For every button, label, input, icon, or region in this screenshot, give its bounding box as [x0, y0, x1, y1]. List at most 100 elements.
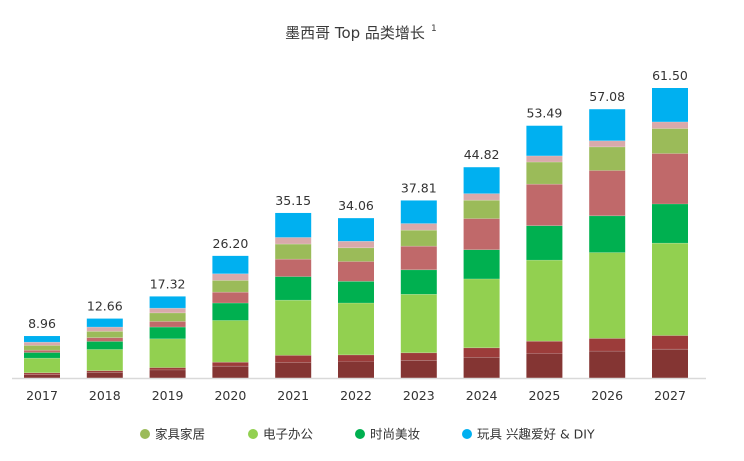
bar-segment-2027-2: [652, 243, 688, 336]
bar-segment-2019-2: [149, 338, 186, 368]
bar-segment-2018-0: [86, 372, 123, 378]
bar-segment-2022-1: [338, 354, 374, 362]
bar-segment-2025-3: [526, 225, 563, 261]
bar-segment-2020-0: [212, 366, 249, 378]
bar-segment-2021-1: [275, 355, 312, 363]
bar-segment-2021-3: [275, 276, 312, 301]
legend-label: 家具家居: [155, 427, 205, 442]
bar-segment-2019-0: [149, 369, 186, 378]
chart-title: 墨西哥 Top 品类增长: [285, 24, 425, 42]
legend-marker-icon: [140, 429, 150, 439]
bar-segment-2026-5: [589, 146, 626, 171]
bar-segment-2024-2: [463, 278, 500, 348]
bar-segment-2020-4: [212, 292, 249, 304]
bar-segment-2022-2: [338, 303, 374, 355]
bar-segment-2022-0: [338, 361, 374, 378]
bar-segment-2021-4: [275, 259, 312, 277]
legend-marker-icon: [248, 429, 258, 439]
x-tick-label-2027: 2027: [654, 388, 686, 403]
bar-segment-2020-7: [212, 255, 249, 274]
bar-segment-2025-1: [526, 341, 563, 354]
bar-segment-2023-4: [400, 246, 437, 270]
total-label-2017: 8.96: [28, 316, 56, 331]
bar-segment-2027-6: [652, 121, 688, 129]
bar-segment-2025-5: [526, 162, 563, 185]
bar-segment-2026-6: [589, 140, 626, 147]
bar-segment-2022-5: [338, 247, 374, 262]
bar-segment-2018-1: [86, 370, 123, 373]
bar-segment-2020-6: [212, 273, 249, 281]
x-tick-label-2020: 2020: [214, 388, 246, 403]
total-label-2027: 61.50: [652, 68, 688, 83]
bar-segment-2026-3: [589, 215, 626, 253]
bar-segment-2018-6: [86, 327, 123, 332]
bar-segment-2022-7: [338, 218, 374, 242]
x-tick-label-2022: 2022: [340, 388, 372, 403]
legend-marker-icon: [355, 429, 365, 439]
x-tick-label-2018: 2018: [89, 388, 121, 403]
total-label-2018: 12.66: [87, 299, 123, 314]
bar-segment-2017-1: [24, 372, 60, 375]
bar-segment-2018-2: [86, 349, 123, 371]
bar-segment-2020-3: [212, 303, 249, 321]
bar-segment-2023-6: [400, 223, 437, 231]
total-label-2019: 17.32: [150, 276, 186, 291]
bar-segment-2020-1: [212, 362, 249, 367]
x-tick-label-2019: 2019: [152, 388, 184, 403]
bar-segment-2017-5: [24, 345, 60, 351]
legend-item: 玩具 兴趣爱好 & DIY: [462, 427, 595, 442]
total-label-2020: 26.20: [213, 236, 249, 251]
bar-segment-2026-1: [589, 338, 626, 352]
bar-segment-2021-6: [275, 237, 312, 245]
bar-segment-2024-0: [463, 357, 500, 378]
bar-segment-2019-6: [149, 308, 186, 313]
bar-segment-2022-4: [338, 261, 374, 282]
bar-segment-2019-7: [149, 296, 186, 309]
bar-segment-2017-0: [24, 374, 60, 378]
bar-segment-2024-5: [463, 200, 500, 219]
bar-segment-2026-0: [589, 351, 626, 378]
total-label-2025: 53.49: [527, 106, 563, 121]
bar-segment-2027-5: [652, 128, 688, 154]
total-label-2021: 35.15: [275, 193, 311, 208]
bar-segment-2018-7: [86, 318, 123, 328]
bar-segment-2027-7: [652, 88, 688, 122]
bar-segment-2026-7: [589, 109, 626, 141]
legend-item: 时尚美妆: [355, 427, 420, 442]
bar-segment-2024-6: [463, 193, 500, 201]
x-tick-label-2017: 2017: [26, 388, 58, 403]
x-tick-label-2025: 2025: [528, 388, 560, 403]
bar-segment-2020-2: [212, 320, 249, 363]
bar-segment-2025-4: [526, 184, 563, 226]
bar-segment-2025-7: [526, 125, 563, 156]
bar-segment-2027-1: [652, 335, 688, 350]
legend-label: 电子办公: [263, 427, 314, 442]
title-footnote: 1: [431, 24, 437, 34]
bar-segment-2021-5: [275, 244, 312, 260]
bar-segment-2024-1: [463, 347, 500, 358]
bar-segment-2027-4: [652, 153, 688, 204]
total-label-2026: 57.08: [589, 89, 625, 104]
bar-segment-2023-2: [400, 294, 437, 353]
legend-label: 时尚美妆: [370, 427, 420, 442]
bar-segment-2019-5: [149, 312, 186, 322]
legend-item: 家具家居: [140, 427, 205, 442]
bar-segment-2019-1: [149, 367, 186, 370]
bar-segment-2023-1: [400, 352, 437, 361]
legend-label: 玩具 兴趣爱好 & DIY: [477, 427, 595, 442]
bar-segment-2021-7: [275, 212, 312, 238]
bar-segment-2027-3: [652, 204, 688, 244]
bar-segment-2025-0: [526, 353, 563, 378]
x-tick-label-2024: 2024: [466, 388, 498, 403]
bar-segment-2021-2: [275, 300, 312, 356]
bar-segment-2023-3: [400, 269, 437, 295]
x-tick-label-2023: 2023: [403, 388, 435, 403]
bar-segment-2022-6: [338, 241, 374, 248]
bar-segment-2025-6: [526, 155, 563, 163]
legend-marker-icon: [462, 429, 472, 439]
bar-segment-2017-7: [24, 336, 60, 343]
total-label-2024: 44.82: [464, 147, 500, 162]
bar-segment-2024-3: [463, 249, 500, 279]
legend-item: 电子办公: [248, 427, 314, 442]
